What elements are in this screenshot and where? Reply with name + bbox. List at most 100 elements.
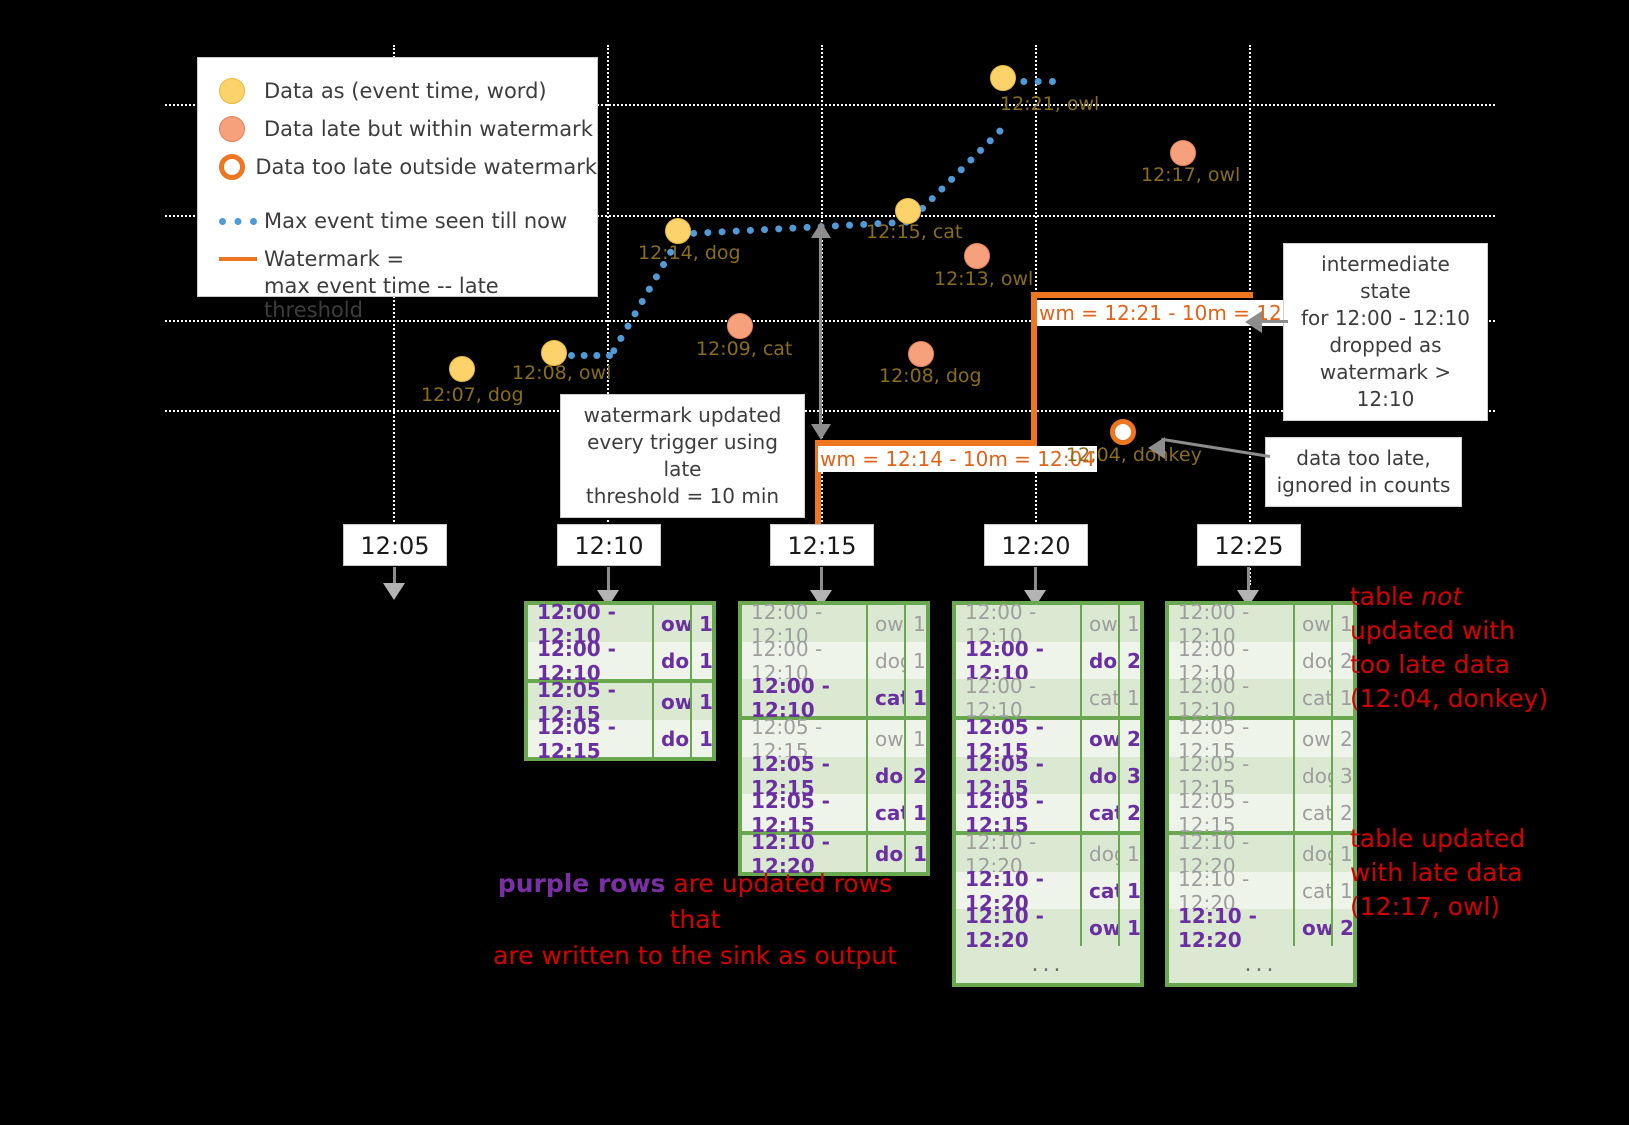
- table-cell-win: 12:00 - 12:10: [1169, 674, 1293, 722]
- table-cell-cnt: 2: [1331, 909, 1354, 946]
- data-point-label: 12:09, cat: [696, 338, 793, 360]
- note-line: with late data: [1350, 858, 1523, 887]
- table-row: 12:10 - 12:20 cat 1: [1169, 867, 1353, 915]
- data-point-1204-donkey: [1110, 419, 1136, 445]
- arrow-head-up-icon: [811, 222, 831, 238]
- table-cell-win: 12:00 - 12:10: [1169, 637, 1293, 685]
- callout-line: dropped as: [1329, 333, 1442, 357]
- table-row: 12:05 - 12:15 dog 2: [742, 752, 927, 800]
- note-line: (12:04, donkey): [1350, 684, 1549, 713]
- table-cell-cnt: 1: [904, 642, 926, 679]
- table-cell-word: cat: [1080, 794, 1124, 831]
- table-group-separator: [1169, 716, 1353, 720]
- table-cell-win: 12:05 - 12:15: [528, 715, 652, 763]
- table-cell-word: cat: [1293, 679, 1333, 716]
- data-point-label: 12:21, owl: [1000, 93, 1100, 115]
- table-row: 12:00 - 12:10 cat 1: [742, 674, 927, 722]
- table-row-ellipsis: ...: [1169, 946, 1353, 983]
- table-cell-cnt: 1: [1331, 872, 1353, 909]
- table-cell-win: 12:10 - 12:20: [1169, 904, 1293, 952]
- data-point-label: 12:07, dog: [421, 384, 524, 406]
- table-cell-word: owl: [652, 605, 700, 642]
- table-cell-cnt: 2: [1118, 794, 1141, 831]
- table-cell-cnt: 1: [904, 605, 926, 642]
- table-cell-cnt: 1: [690, 605, 713, 642]
- result-table-1215: 12:00 - 12:10 owl 1 12:00 - 12:10 dog 1 12:00 …: [738, 600, 930, 878]
- table-cell-word: dog: [866, 835, 917, 872]
- result-table-1210: 12:00 - 12:10 owl 1 12:00 - 12:10 dog 1 12:05 …: [524, 600, 716, 763]
- table-row: 12:00 - 12:10 owl 1: [528, 600, 713, 648]
- note-line: (12:17, owl): [1350, 892, 1501, 921]
- table-row: 12:00 - 12:10 owl 1: [742, 600, 926, 648]
- arrow-shaft: [820, 567, 823, 592]
- data-point-1221-owl: [990, 65, 1016, 91]
- arrow-head-left-icon: [1148, 437, 1165, 459]
- data-point-label: 12:08, dog: [879, 365, 982, 387]
- arrow-head-down-icon: [383, 583, 405, 600]
- table-cell-word: cat: [866, 679, 910, 716]
- note-line: table: [1350, 582, 1422, 611]
- table-cell-win: 12:00 - 12:10: [528, 600, 652, 648]
- table-cell-cnt: 1: [1118, 605, 1140, 642]
- arrow-head-down-icon: [811, 424, 831, 440]
- table-cell-word: owl: [1080, 720, 1128, 757]
- data-point-label: 12:15, cat: [866, 221, 963, 243]
- table-row: 12:05 - 12:15 dog 1: [528, 715, 713, 763]
- table-cell-cnt: 1: [1331, 605, 1353, 642]
- table-cell-cnt: 1: [904, 794, 927, 831]
- table-cell-word: cat: [1080, 679, 1120, 716]
- callout-line: data too late,: [1296, 446, 1431, 470]
- table-cell-word: cat: [866, 794, 910, 831]
- table-cell-word: dog: [652, 720, 703, 757]
- table-cell-word: dog: [1293, 642, 1340, 679]
- note-line: are updated rows that: [665, 869, 893, 934]
- table-cell-cnt: 2: [1331, 642, 1353, 679]
- table-row: 12:00 - 12:10 dog 1: [528, 637, 713, 685]
- table-row: 12:05 - 12:15 dog 3: [956, 752, 1141, 800]
- note-line: too late data: [1350, 650, 1511, 679]
- watermark-label-1204: wm = 12:14 - 10m = 12:04: [818, 446, 1097, 472]
- table-cell-word: owl: [1080, 605, 1123, 642]
- table-cell-word: cat: [1293, 872, 1333, 909]
- note-line: table updated: [1350, 824, 1526, 853]
- callout-line: every trigger using late: [587, 430, 778, 481]
- table-cell-win: 12:10 - 12:20: [956, 867, 1080, 915]
- data-point-1215-cat: [895, 198, 921, 224]
- data-point-label: 12:13, owl: [934, 268, 1034, 290]
- time-tick-1205: 12:05: [343, 524, 447, 566]
- table-cell-win: 12:10 - 12:20: [1169, 867, 1293, 915]
- table-row: 12:00 - 12:10 owl 1: [956, 600, 1140, 648]
- gridline-vertical: [393, 45, 395, 585]
- arrow-shaft: [607, 567, 610, 592]
- note-highlight: purple rows: [497, 869, 666, 898]
- data-point-label: 12:04, donkey: [1066, 444, 1202, 466]
- filled-yellow-circle-icon: [216, 78, 264, 104]
- max-event-time-segment: [908, 126, 1005, 223]
- table-cell-word: dog: [1293, 757, 1340, 794]
- table-group-separator: [1169, 831, 1353, 835]
- legend-item-watermark: Watermark =: [216, 240, 597, 278]
- table-cell-win: 12:05 - 12:15: [742, 789, 866, 837]
- table-cell-win: 12:05 - 12:15: [956, 752, 1080, 800]
- table-cell-cnt: 1: [690, 683, 713, 720]
- blue-dotted-line-icon: [216, 217, 264, 225]
- orange-solid-line-icon: [216, 257, 264, 261]
- table-cell-word: owl: [1080, 909, 1128, 946]
- table-cell-cnt: 1: [1118, 909, 1141, 946]
- table-cell-win: 12:05 - 12:15: [528, 678, 652, 726]
- gridline-horizontal: [165, 410, 1495, 412]
- gridline-horizontal: [165, 104, 1495, 106]
- table-cell-word: owl: [652, 683, 700, 720]
- table-cell-cnt: 1: [904, 835, 927, 872]
- data-point-label: 12:14, dog: [638, 242, 741, 264]
- table-cell-win: 12:05 - 12:15: [742, 752, 866, 800]
- arrow-head-left-icon: [1245, 311, 1262, 333]
- callout-watermark-update: watermark updated every trigger using la…: [560, 394, 805, 518]
- legend-watermark-formula: max event time -- late threshold: [264, 274, 499, 322]
- table-group-separator: [742, 831, 926, 835]
- table-row: 12:10 - 12:20 dog 1: [956, 830, 1140, 878]
- watermark-segment-horizontal: [815, 440, 1037, 446]
- table-group-separator: [528, 679, 712, 683]
- table-cell-cnt: 1: [904, 679, 927, 716]
- arrow-shaft: [819, 228, 822, 426]
